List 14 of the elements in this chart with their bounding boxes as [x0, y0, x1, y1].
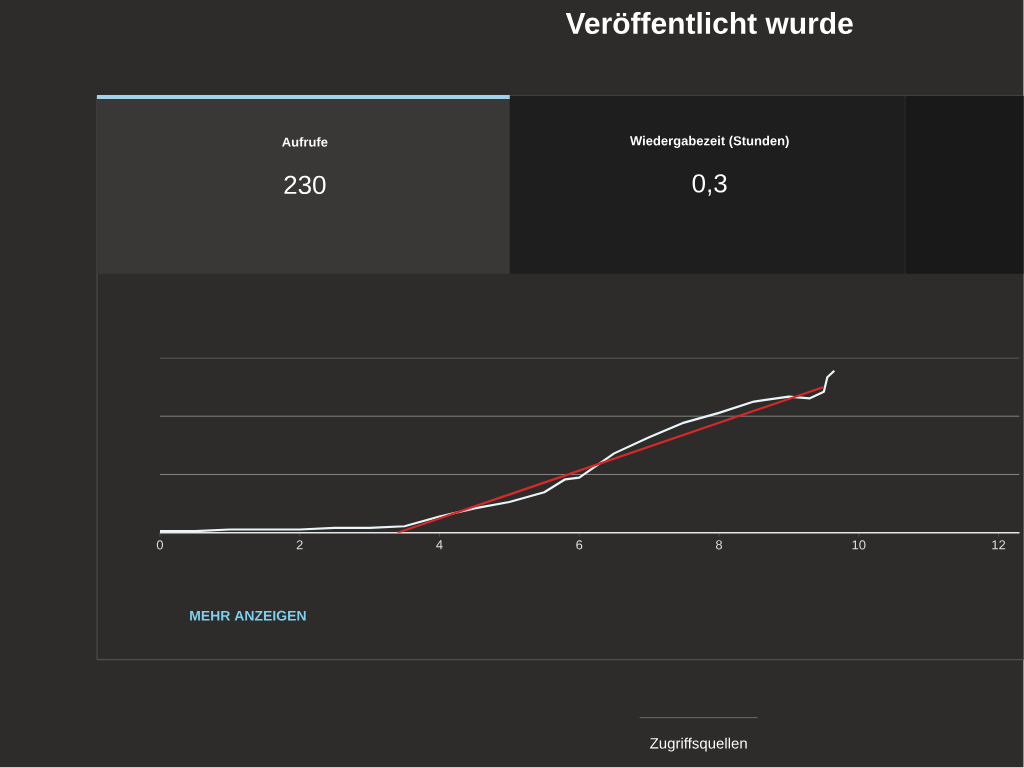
text: Zugriffsquellen — [650, 737, 747, 752]
x-tick-label: 4 — [436, 540, 443, 550]
text: 0,3 — [692, 174, 727, 196]
x-tick-label: 12 — [992, 540, 1006, 550]
x-tick-label: 0 — [156, 540, 164, 550]
x-tick-label: 6 — [576, 540, 583, 550]
x-tick-label: 8 — [715, 540, 723, 550]
text: Aufrufe — [282, 137, 328, 147]
text: 230 — [284, 175, 326, 195]
chart-title: Veröffentlicht wurde — [565, 12, 853, 35]
x-tick-label: 2 — [296, 540, 303, 550]
text: MEHR ANZEIGEN — [190, 610, 306, 621]
x-tick-label: 10 — [852, 540, 866, 550]
text: Wiedergabezeit (Stunden) — [629, 136, 789, 149]
